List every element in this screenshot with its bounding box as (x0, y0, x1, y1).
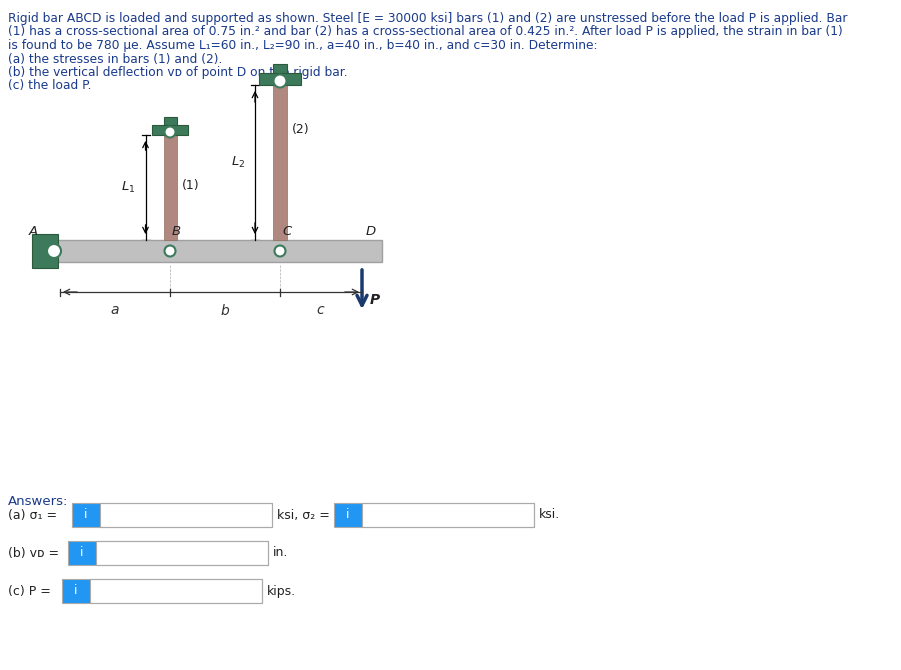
Text: kips.: kips. (267, 584, 296, 598)
Text: (c) P =: (c) P = (8, 584, 50, 598)
Bar (52, 240, 382, 262)
Bar (273, 85, 287, 240)
Bar (62, 579, 90, 603)
Circle shape (165, 127, 176, 137)
Bar (334, 503, 362, 527)
Text: Rigid bar ABCD is loaded and supported as shown. Steel [E = 30000 ksi] bars (1) : Rigid bar ABCD is loaded and supported a… (8, 12, 848, 25)
Text: i: i (80, 547, 84, 559)
Bar (96, 541, 268, 565)
Text: D: D (366, 225, 377, 238)
Text: ksi, σ₂ =: ksi, σ₂ = (277, 509, 330, 521)
Bar (72, 503, 272, 527)
Text: $L_2$: $L_2$ (231, 155, 245, 170)
Circle shape (274, 74, 287, 88)
Bar (68, 541, 268, 565)
Bar (163, 135, 177, 240)
Circle shape (275, 245, 286, 257)
Text: (b) vᴅ =: (b) vᴅ = (8, 547, 59, 559)
Bar (273, 64, 287, 73)
Text: (2): (2) (292, 123, 310, 137)
Text: (a) the stresses in bars (1) and (2).: (a) the stresses in bars (1) and (2). (8, 52, 223, 66)
Text: P: P (370, 293, 380, 307)
Text: is found to be 780 μe. Assume L₁=60 in., L₂=90 in., a=40 in., b=40 in., and c=30: is found to be 780 μe. Assume L₁=60 in.,… (8, 39, 597, 52)
Text: (b) the vertical deflection vᴅ of point D on the rigid bar.: (b) the vertical deflection vᴅ of point … (8, 66, 348, 79)
Text: (1) has a cross-sectional area of 0.75 in.² and bar (2) has a cross-sectional ar: (1) has a cross-sectional area of 0.75 i… (8, 25, 842, 38)
Text: i: i (346, 509, 350, 521)
Text: Answers:: Answers: (8, 495, 68, 508)
Bar (90, 579, 262, 603)
Circle shape (165, 245, 176, 257)
Text: $b$: $b$ (220, 303, 230, 318)
Bar (259, 73, 301, 85)
Text: ksi.: ksi. (539, 509, 560, 521)
Bar (72, 503, 100, 527)
Bar (163, 117, 177, 125)
Bar (62, 579, 262, 603)
Text: i: i (85, 509, 87, 521)
Text: $c$: $c$ (316, 303, 326, 317)
Bar (152, 125, 188, 135)
Bar (68, 541, 96, 565)
Text: $a$: $a$ (110, 303, 120, 317)
Text: $L_1$: $L_1$ (121, 180, 135, 195)
Text: i: i (74, 584, 77, 598)
Text: A: A (29, 225, 38, 238)
Text: in.: in. (273, 547, 288, 559)
Text: (1): (1) (181, 178, 199, 192)
Bar (334, 503, 534, 527)
Bar (362, 503, 534, 527)
Text: (c) the load P.: (c) the load P. (8, 80, 92, 92)
Bar (32, 234, 58, 268)
Circle shape (47, 244, 61, 258)
Text: C: C (282, 225, 291, 238)
Bar (100, 503, 272, 527)
Text: (a) σ₁ =: (a) σ₁ = (8, 509, 57, 521)
Text: B: B (172, 225, 181, 238)
